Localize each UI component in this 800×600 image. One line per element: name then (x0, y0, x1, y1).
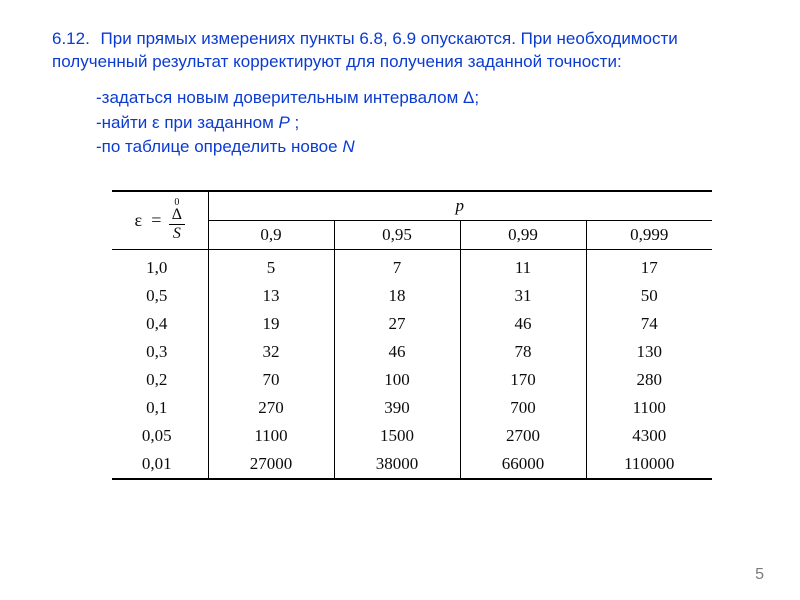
eps-cell: 1,0 (112, 249, 208, 282)
eps-cell: 0,05 (112, 422, 208, 450)
table-row: 0,3 32 46 78 130 (112, 338, 712, 366)
cell: 390 (334, 394, 460, 422)
p-col-2: 0,99 (460, 220, 586, 249)
cell: 270 (208, 394, 334, 422)
num-delta: Δ (172, 207, 182, 223)
p-col-3: 0,999 (586, 220, 712, 249)
page: 6.12. При прямых измерениях пункты 6.8, … (0, 0, 800, 600)
section-number: 6.12. (52, 28, 90, 51)
cell: 31 (460, 282, 586, 310)
cell: 74 (586, 310, 712, 338)
table-row: 0,2 70 100 170 280 (112, 366, 712, 394)
cell: 5 (208, 249, 334, 282)
bullet-1: -задаться новым доверительным интервалом… (96, 86, 748, 111)
b1-post: ; (474, 88, 479, 107)
n-table: ε = 0 Δ S p (112, 190, 712, 480)
eps-formula: ε = 0 Δ S (134, 198, 185, 242)
fraction-num: 0 Δ (169, 198, 185, 225)
cell: 280 (586, 366, 712, 394)
eps-cell: 0,2 (112, 366, 208, 394)
b3-n: N (342, 137, 354, 156)
b3-pre: -по таблице определить новое (96, 137, 342, 156)
table-row: 0,4 19 27 46 74 (112, 310, 712, 338)
cell: 130 (586, 338, 712, 366)
cell: 110000 (586, 450, 712, 479)
cell: 700 (460, 394, 586, 422)
cell: 46 (334, 338, 460, 366)
eps-cell: 0,01 (112, 450, 208, 479)
eps-cell: 0,1 (112, 394, 208, 422)
cell: 100 (334, 366, 460, 394)
cell: 1100 (208, 422, 334, 450)
table-row: 1,0 5 7 11 17 (112, 249, 712, 282)
p-header: p (208, 191, 712, 221)
cell: 70 (208, 366, 334, 394)
b2-mid: при заданном (160, 113, 279, 132)
eps-cell: 0,3 (112, 338, 208, 366)
cell: 66000 (460, 450, 586, 479)
table-wrap: ε = 0 Δ S p (112, 190, 712, 480)
cell: 13 (208, 282, 334, 310)
para-text: При прямых измерениях пункты 6.8, 6.9 оп… (52, 29, 678, 71)
cell: 4300 (586, 422, 712, 450)
fraction: 0 Δ S (169, 198, 185, 242)
cell: 50 (586, 282, 712, 310)
b2-post: ; (290, 113, 299, 132)
cell: 27000 (208, 450, 334, 479)
table-head-row-1: ε = 0 Δ S p (112, 191, 712, 221)
table-row: 0,5 13 18 31 50 (112, 282, 712, 310)
cell: 170 (460, 366, 586, 394)
bullet-2: -найти ε при заданном P ; (96, 111, 748, 136)
cell: 17 (586, 249, 712, 282)
eq-symbol: = (151, 211, 161, 229)
cell: 38000 (334, 450, 460, 479)
paragraph-6-12: 6.12. При прямых измерениях пункты 6.8, … (52, 28, 748, 74)
corner-cell: ε = 0 Δ S (112, 191, 208, 250)
cell: 19 (208, 310, 334, 338)
page-number: 5 (755, 566, 764, 584)
eps-symbol: ε (134, 211, 142, 229)
cell: 46 (460, 310, 586, 338)
cell: 1500 (334, 422, 460, 450)
para1-line: При прямых измерениях пункты 6.8, 6.9 оп… (52, 29, 678, 71)
b2-eps: ε (152, 113, 160, 132)
fraction-den: S (169, 225, 185, 242)
b2-p: P (278, 113, 289, 132)
cell: 1100 (586, 394, 712, 422)
cell: 11 (460, 249, 586, 282)
table-row: 0,05 1100 1500 2700 4300 (112, 422, 712, 450)
b2-pre: -найти (96, 113, 152, 132)
cell: 2700 (460, 422, 586, 450)
bullet-3: -по таблице определить новое N (96, 135, 748, 160)
b1-pre: -задаться новым доверительным интервалом (96, 88, 463, 107)
table-row: 0,01 27000 38000 66000 110000 (112, 450, 712, 479)
p-col-1: 0,95 (334, 220, 460, 249)
table-row: 0,1 270 390 700 1100 (112, 394, 712, 422)
cell: 27 (334, 310, 460, 338)
bullet-block: -задаться новым доверительным интервалом… (96, 86, 748, 160)
b1-delta: Δ (463, 88, 474, 107)
eps-cell: 0,4 (112, 310, 208, 338)
cell: 78 (460, 338, 586, 366)
table-body: 1,0 5 7 11 17 0,5 13 18 31 50 0,4 19 27 (112, 249, 712, 479)
p-col-0: 0,9 (208, 220, 334, 249)
eps-cell: 0,5 (112, 282, 208, 310)
cell: 18 (334, 282, 460, 310)
cell: 7 (334, 249, 460, 282)
cell: 32 (208, 338, 334, 366)
